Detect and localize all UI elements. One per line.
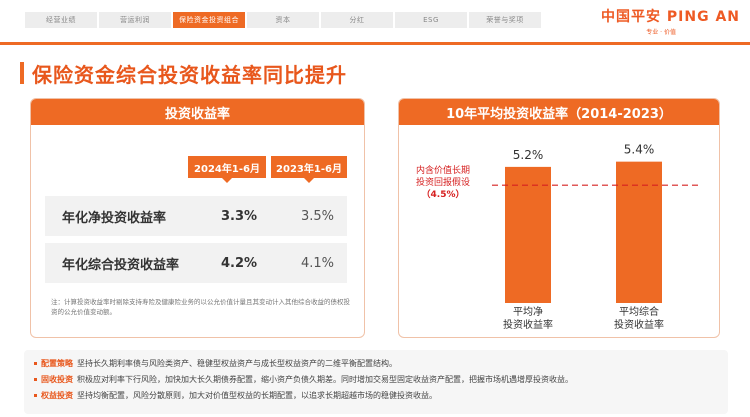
nav-tab-capital[interactable]: 资本 (247, 12, 319, 28)
chart-title: 10年平均投资收益率（2014-2023） (399, 99, 719, 125)
x-tick-label-1-1: 投资收益率 (614, 318, 664, 331)
x-tick-label-1-0: 平均综合 (619, 305, 659, 318)
yield-table-panel: 投资收益率 2024年1-6月 2023年1-6月 年化净投资收益率 3.3% … (30, 98, 365, 338)
bullet-dot-icon (34, 378, 37, 381)
nav-tab-esg[interactable]: ESG (395, 12, 467, 28)
nav-tab-awards[interactable]: 荣誉与奖项 (469, 12, 541, 28)
reference-line-label-1: 投资回报假设 (416, 176, 470, 188)
bullet-fixed-income: 固收投资 积极应对利率下行风险，加快加大长久期债券配置，缩小资产负债久期差。同时增… (34, 374, 573, 385)
x-tick-label-0-1: 投资收益率 (503, 318, 553, 331)
title-accent-bar (20, 62, 24, 84)
bullet-dot-icon (34, 394, 37, 397)
bar-value-label-0: 5.2% (513, 148, 544, 162)
bar-0 (505, 166, 551, 303)
bar-1 (616, 161, 662, 303)
row-value-2023: 3.5% (301, 208, 335, 224)
brand-logo: 中国平安 PING AN 专业 · 价值 (590, 6, 740, 36)
nav-tab-operating-profit[interactable]: 营运利润 (99, 12, 171, 28)
bullet-dot-icon (34, 362, 37, 365)
bullet-text: 坚持长久期利率债与风险类资产、稳健型权益资产与成长型权益资产的二维平衡配置结构。 (77, 359, 397, 368)
bullet-equity: 权益投资 坚持均衡配置，风险分散原则，加大对价值型权益的长期配置，以追求长期超越市… (34, 390, 437, 401)
table-row: 年化综合投资收益率 4.2% 4.1% (45, 243, 347, 283)
row-label-comprehensive-yield: 年化综合投资收益率 (62, 257, 180, 273)
column-header-2023h1: 2023年1-6月 (271, 156, 347, 183)
ten-year-chart-panel: 10年平均投资收益率（2014-2023） 5.2% 平均净 投资收益率 5.4% 平均… (398, 98, 720, 338)
page-title: 保险资金综合投资收益率同比提升 (32, 63, 347, 87)
footnote: 注：计算投资收益率时剔除支持寿险及健康险业务的以公允价值计量且其变动计入其他综合… (51, 298, 350, 316)
bullet-text: 积极应对利率下行风险，加快加大长久期债券配置，缩小资产负债久期差。同时增加交易型… (77, 375, 573, 384)
bar-value-label-1: 5.4% (624, 143, 655, 157)
table-row: 年化净投资收益率 3.3% 3.5% (45, 196, 347, 236)
reference-line-label-0: 内含价值长期 (416, 164, 470, 176)
strategy-notes: 配置策略 坚持长久期利率债与风险类资产、稳健型权益资产与成长型权益资产的二维平衡配… (24, 350, 728, 414)
bar-chart: 5.2%平均净投资收益率5.4%平均综合投资收益率内含价值长期投资回报假设（4.… (416, 143, 699, 331)
nav-tab-performance[interactable]: 经营业绩 (25, 12, 97, 28)
bullet-key: 配置策略 (41, 359, 73, 368)
bullet-text: 坚持均衡配置，风险分散原则，加大对价值型权益的长期配置，以追求长期超越市场的稳健… (77, 391, 437, 400)
row-value-2024: 3.3% (221, 208, 258, 224)
bullet-key: 固收投资 (41, 375, 73, 384)
row-value-2023: 4.1% (301, 255, 335, 271)
row-label-net-yield: 年化净投资收益率 (62, 210, 167, 226)
logo-slogan: 专业 · 价值 (646, 29, 676, 36)
logo-text: 中国平安 PING AN (601, 9, 740, 25)
header-divider (0, 42, 750, 45)
nav-tab-dividend[interactable]: 分红 (321, 12, 393, 28)
reference-line-label-2: （4.5%） (422, 189, 465, 200)
row-value-2024: 4.2% (221, 255, 258, 271)
column-header-2024h1: 2024年1-6月 (188, 156, 266, 183)
yield-table-header: 投资收益率 (31, 99, 364, 125)
x-tick-label-0-0: 平均净 (513, 305, 543, 318)
nav-tab-investment-portfolio[interactable]: 保险资金投资组合 (173, 12, 245, 28)
bullet-allocation: 配置策略 坚持长久期利率债与风险类资产、稳健型权益资产与成长型权益资产的二维平衡配… (34, 358, 397, 369)
bullet-key: 权益投资 (41, 391, 73, 400)
top-nav: 经营业绩 营运利润 保险资金投资组合 资本 分红 ESG 荣誉与奖项 (25, 12, 543, 28)
